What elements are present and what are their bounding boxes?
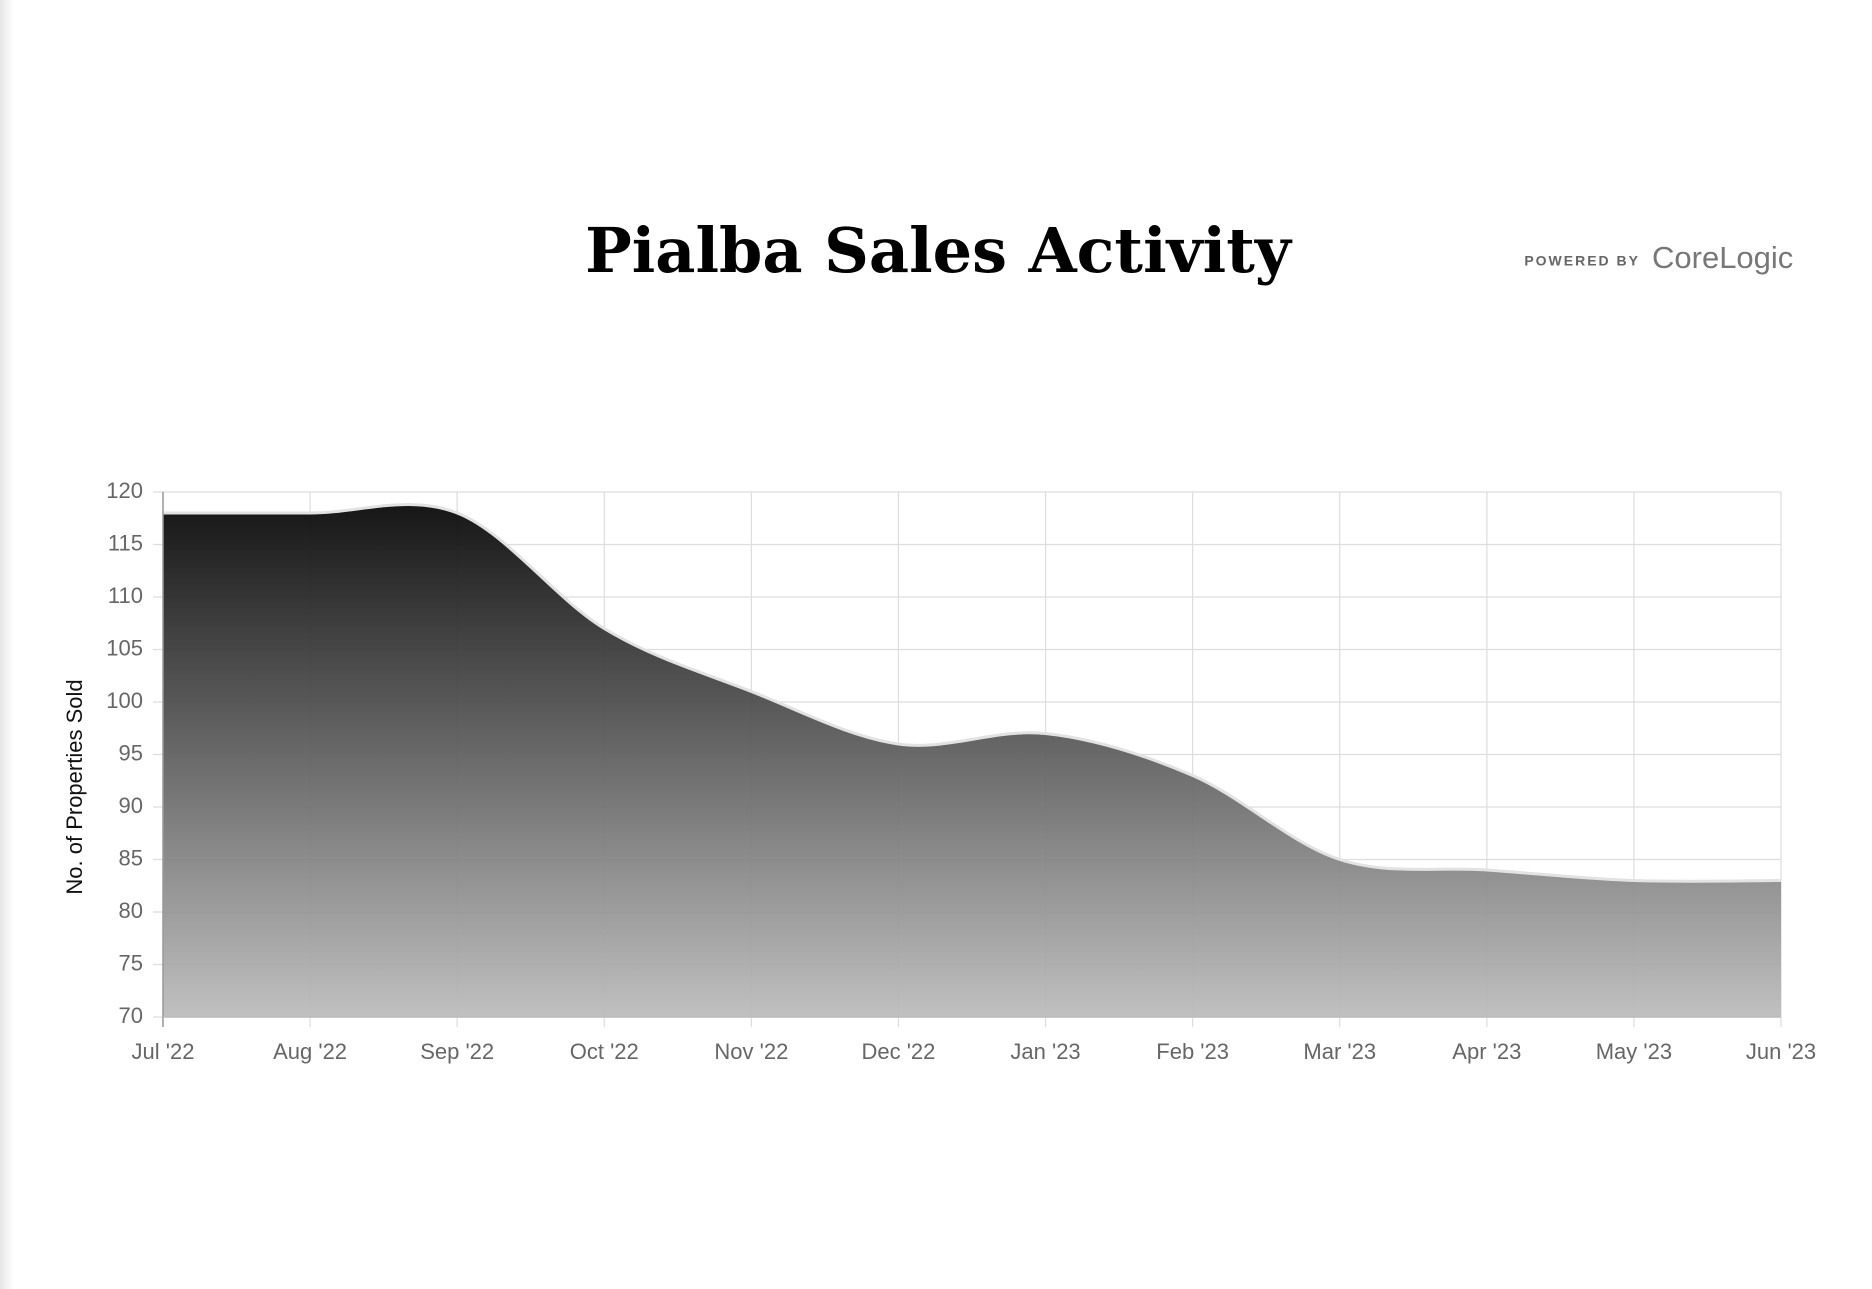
y-tick-label: 110 <box>108 583 143 608</box>
y-tick-label: 100 <box>106 688 143 713</box>
area-line <box>163 502 1782 883</box>
x-tick-label: Mar '23 <box>1303 1039 1376 1064</box>
y-tick-label: 70 <box>119 1003 143 1028</box>
logo-name: CoreLogic <box>1652 240 1793 275</box>
logo-prefix: POWERED BY <box>1524 253 1640 269</box>
x-tick-label: Dec '22 <box>862 1039 936 1064</box>
x-tick-label: Aug '22 <box>273 1039 347 1064</box>
y-tick-label: 95 <box>119 740 143 765</box>
y-tick-label: 85 <box>119 845 143 870</box>
chart-title: Pialba Sales Activity <box>585 214 1293 287</box>
x-tick-label: May '23 <box>1596 1039 1672 1064</box>
y-tick-label: 80 <box>119 898 143 923</box>
x-tick-label: Jul '22 <box>132 1039 195 1064</box>
x-tick-label: Nov '22 <box>714 1039 788 1064</box>
y-tick-label: 90 <box>119 793 143 818</box>
y-tick-label: 115 <box>108 530 143 555</box>
area-fill <box>163 504 1781 1017</box>
x-tick-label: Jun '23 <box>1746 1039 1816 1064</box>
y-tick-label: 120 <box>106 478 143 503</box>
edge-shadow <box>0 0 14 1289</box>
x-tick-label: Sep '22 <box>420 1039 494 1064</box>
x-tick-label: Oct '22 <box>570 1039 639 1064</box>
x-tick-label: Jan '23 <box>1010 1039 1080 1064</box>
y-tick-label: 105 <box>106 635 143 660</box>
y-tick-label: 75 <box>119 950 143 975</box>
x-tick-label: Feb '23 <box>1156 1039 1229 1064</box>
y-axis-label: No. of Properties Sold <box>62 679 87 894</box>
x-tick-label: Apr '23 <box>1452 1039 1521 1064</box>
